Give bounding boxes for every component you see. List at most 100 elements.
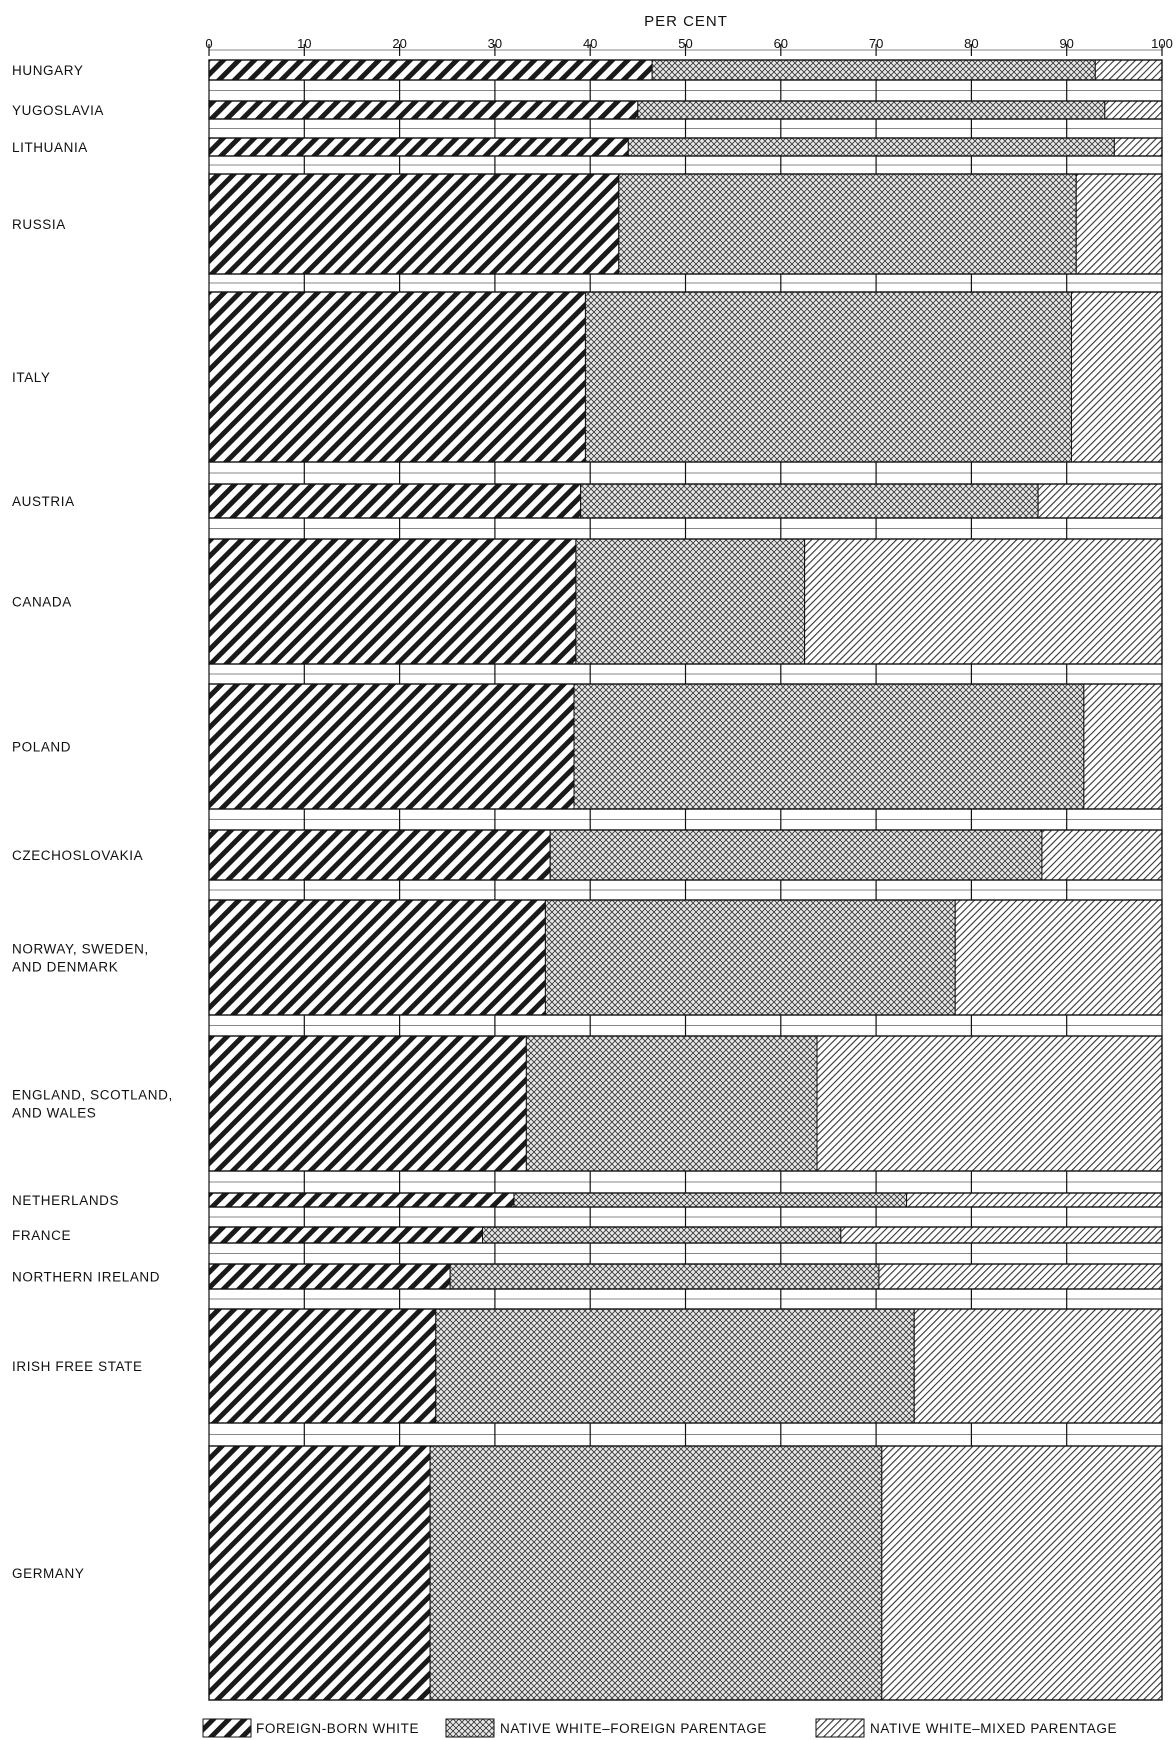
category-label: CANADA — [12, 595, 72, 610]
bar-segment-2 — [618, 173, 1077, 275]
x-tick-label: 40 — [583, 36, 597, 51]
bar-segment-1 — [208, 683, 575, 810]
bar-outline — [208, 100, 1163, 120]
bar-segment-2 — [651, 59, 1096, 81]
category-label: NORTHERN IRELAND — [12, 1270, 160, 1285]
bar-segment-3 — [1070, 291, 1163, 463]
legend-label: NATIVE WHITE–FOREIGN PARENTAGE — [500, 1721, 767, 1736]
bar-segment-1 — [208, 1226, 484, 1244]
bar-segment-3 — [816, 1035, 1163, 1172]
x-tick-label: 30 — [488, 36, 502, 51]
bar-outline — [208, 1192, 1163, 1208]
x-axis-ticks: 0 10 20 30 40 50 60 70 80 90 100 — [205, 36, 1173, 1446]
bar-segment-2 — [584, 291, 1072, 463]
category-label: GERMANY — [12, 1566, 84, 1581]
bar-segment-1 — [208, 829, 551, 881]
bar-segment-2 — [637, 100, 1106, 120]
bar-segment-2 — [525, 1035, 818, 1172]
bar-segment-3 — [1037, 483, 1163, 519]
bar-outline — [208, 1226, 1163, 1244]
bars — [208, 59, 1163, 1701]
category-label: NORWAY, SWEDEN, AND DENMARK — [12, 942, 149, 975]
bar-segment-3 — [1104, 100, 1163, 120]
bar-outline — [208, 1308, 1163, 1424]
bar-segment-1 — [208, 100, 639, 120]
bar-segment-3 — [881, 1445, 1163, 1701]
x-tick-label: 100 — [1151, 36, 1173, 51]
bar-segment-2 — [482, 1226, 842, 1244]
category-label: RUSSIA — [12, 217, 66, 232]
category-label: CZECHOSLOVAKIA — [12, 848, 143, 863]
category-labels: HUNGARY YUGOSLAVIA LITHUANIA RUSSIA ITALY AUS… — [12, 63, 173, 1581]
bar-outline — [208, 483, 1163, 519]
x-tick-label: 90 — [1059, 36, 1073, 51]
category-label: POLAND — [12, 740, 71, 755]
bar-segment-2 — [513, 1192, 908, 1208]
x-tick-label: 10 — [297, 36, 311, 51]
bar-outline — [208, 1035, 1163, 1172]
x-tick-label: 0 — [205, 36, 212, 51]
category-label: LITHUANIA — [12, 140, 88, 155]
x-tick-label: 60 — [774, 36, 788, 51]
bar-segment-3 — [840, 1226, 1163, 1244]
bar-outline — [208, 291, 1163, 463]
category-label: YUGOSLAVIA — [12, 103, 104, 118]
bar-segment-3 — [1075, 173, 1163, 275]
bar-segment-2 — [580, 483, 1039, 519]
legend-swatch — [202, 1718, 252, 1738]
bar-segment-1 — [208, 59, 653, 81]
x-tick-label: 20 — [392, 36, 406, 51]
bar-segment-1 — [208, 538, 577, 665]
category-label: FRANCE — [12, 1228, 71, 1243]
bar-segment-3 — [906, 1192, 1163, 1208]
category-label: ENGLAND, SCOTLAND, AND WALES — [12, 1088, 173, 1121]
bar-segment-3 — [1113, 137, 1163, 157]
bar-outline — [208, 1263, 1163, 1290]
bar-segment-1 — [208, 173, 620, 275]
bar-segment-2 — [627, 137, 1115, 157]
bar-outline — [208, 899, 1163, 1016]
bar-segment-2 — [575, 538, 806, 665]
bar-segment-1 — [208, 483, 582, 519]
bar-segment-3 — [804, 538, 1163, 665]
bar-segment-1 — [208, 1308, 437, 1424]
bar-segment-3 — [878, 1263, 1163, 1290]
bar-segment-2 — [429, 1445, 883, 1701]
bar-segment-1 — [208, 291, 586, 463]
bar-segment-1 — [208, 1192, 515, 1208]
bar-outline — [208, 173, 1163, 275]
legend-swatch — [445, 1718, 495, 1738]
bar-segment-1 — [208, 1263, 451, 1290]
legend-label: FOREIGN-BORN WHITE — [256, 1721, 419, 1736]
bar-segment-3 — [954, 899, 1163, 1016]
bar-segment-3 — [1041, 829, 1163, 881]
bar-segment-2 — [549, 829, 1043, 881]
bar-outline — [208, 1445, 1163, 1701]
bar-segment-3 — [1094, 59, 1163, 81]
x-tick-label: 50 — [678, 36, 692, 51]
x-tick-label: 70 — [869, 36, 883, 51]
bar-segment-2 — [449, 1263, 880, 1290]
legend-label: NATIVE WHITE–MIXED PARENTAGE — [870, 1721, 1117, 1736]
legend-swatch — [815, 1718, 865, 1738]
bar-outline — [208, 829, 1163, 881]
bar-segment-1 — [208, 137, 629, 157]
category-label: HUNGARY — [12, 63, 83, 78]
bar-segment-1 — [208, 1445, 431, 1701]
category-label: NETHERLANDS — [12, 1193, 119, 1208]
bar-segment-1 — [208, 1035, 527, 1172]
bar-segment-3 — [913, 1308, 1163, 1424]
x-axis-title: PER CENT — [644, 13, 728, 30]
bar-segment-1 — [208, 899, 546, 1016]
x-tick-label: 80 — [964, 36, 978, 51]
bar-segment-2 — [544, 899, 956, 1016]
bar-outline — [208, 59, 1163, 81]
bar-outline — [208, 137, 1163, 157]
category-label: ITALY — [12, 370, 51, 385]
bar-segment-2 — [435, 1308, 915, 1424]
bar-segment-3 — [1083, 683, 1163, 810]
bar-outline — [208, 683, 1163, 810]
bar-outline — [208, 538, 1163, 665]
category-label: AUSTRIA — [12, 494, 75, 509]
